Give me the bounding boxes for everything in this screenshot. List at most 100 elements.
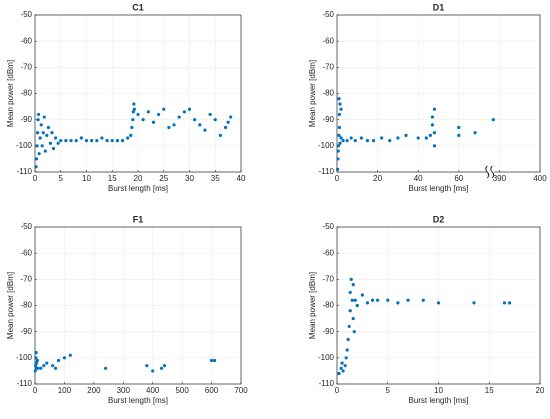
scatter-point <box>42 115 46 119</box>
y-tick-label: -90 <box>322 115 334 124</box>
scatter-point <box>338 102 342 106</box>
scatter-point <box>34 356 38 360</box>
x-tick-label: 40 <box>414 174 423 183</box>
scatter-point <box>33 369 37 373</box>
scatter-point <box>388 139 392 143</box>
scatter-point <box>37 112 41 117</box>
y-axis-label: Mean power [dBm] <box>6 60 15 127</box>
scatter-point <box>348 290 352 295</box>
scatter-point <box>380 136 384 140</box>
chart-title: F1 <box>133 214 144 224</box>
x-tick-label: 5 <box>59 174 64 183</box>
scatter-point <box>39 366 43 370</box>
scatter-point <box>424 136 428 140</box>
scatter-point <box>339 107 343 111</box>
scatter-point <box>151 369 155 373</box>
scatter-point <box>59 139 63 143</box>
x-tick-label: 40 <box>237 174 246 183</box>
y-tick-label: -80 <box>20 89 32 98</box>
scatter-point <box>36 366 40 370</box>
x-tick-label: 10 <box>82 174 91 183</box>
scatter-point <box>104 366 108 370</box>
scatter-point <box>34 157 39 161</box>
x-tick-label: 500 <box>175 386 189 395</box>
scatter-point <box>359 136 363 140</box>
scatter-point <box>51 364 55 368</box>
scatter-point <box>351 316 355 321</box>
scatter-point <box>337 133 341 137</box>
y-tick-label: -90 <box>20 327 32 336</box>
scatter-point <box>428 133 432 137</box>
scatter-point <box>43 149 47 153</box>
scatter-point <box>136 112 140 117</box>
scatter-point <box>42 364 46 368</box>
scatter-point <box>182 110 186 114</box>
scatter-point <box>54 366 58 370</box>
scatter-point <box>345 348 349 352</box>
y-tick-label: -60 <box>20 248 32 257</box>
x-tick-label: 700 <box>234 386 248 395</box>
scatter-point <box>457 133 461 137</box>
x-tick-label: 20 <box>134 174 143 183</box>
scatter-point <box>187 107 192 111</box>
scatter-point <box>64 139 68 143</box>
scatter-point <box>145 364 149 368</box>
scatter-point <box>198 123 202 127</box>
scatter-point <box>54 136 58 140</box>
x-tick-label: 25 <box>159 174 168 183</box>
x-axis-label: Burst length [ms] <box>408 396 468 405</box>
axis-break <box>485 165 495 179</box>
scatter-point <box>34 361 39 365</box>
scatter-point <box>341 369 345 373</box>
scatter-point <box>339 136 343 140</box>
scatter-point <box>337 112 342 117</box>
y-tick-label: -70 <box>322 62 334 71</box>
x-tick-label: 300 <box>117 386 131 395</box>
scatter-point <box>36 118 40 122</box>
scatter-point <box>473 131 477 135</box>
y-tick-label: -60 <box>322 36 334 45</box>
scatter-point <box>40 144 44 148</box>
y-tick-label: -90 <box>322 327 334 336</box>
x-tick-label: 35 <box>211 174 220 183</box>
y-tick-label: -70 <box>322 274 334 283</box>
y-axis-label: Mean power [dBm] <box>308 60 317 127</box>
scatter-point <box>365 301 370 305</box>
y-tick-label: -80 <box>20 301 32 310</box>
scatter-point <box>416 136 420 140</box>
scatter-point <box>386 298 390 302</box>
plot-area <box>337 15 540 172</box>
scatter-point <box>339 366 343 370</box>
scatter-point <box>162 364 167 368</box>
scatter-point <box>74 139 78 143</box>
scatter-point <box>51 146 56 151</box>
y-tick-label: -50 <box>20 10 32 19</box>
scatter-point <box>432 131 437 135</box>
scatter-point <box>141 118 145 122</box>
scatter-point <box>430 123 435 127</box>
scatter-point <box>353 298 357 302</box>
scatter-point <box>345 139 349 143</box>
x-tick-label: 390 <box>493 174 507 183</box>
axes-box <box>34 14 242 173</box>
scatter-point <box>432 107 437 111</box>
scatter-point <box>37 152 41 156</box>
scatter-point <box>349 136 353 140</box>
x-tick-label: 20 <box>536 386 545 395</box>
y-tick-label: -110 <box>17 167 33 176</box>
x-axis-label: Burst length [ms] <box>408 184 468 193</box>
y-tick-label: -100 <box>16 141 33 150</box>
scatter-point <box>213 118 217 122</box>
scatter-point <box>79 136 83 140</box>
scatter-point <box>336 167 340 171</box>
scatter-point <box>45 133 49 137</box>
scatter-point <box>45 361 49 365</box>
y-tick-label: -110 <box>319 167 335 176</box>
scatter-point <box>159 366 164 370</box>
scatter-point <box>430 115 435 119</box>
scatter-point <box>371 139 376 143</box>
scatter-point <box>56 358 61 363</box>
axis-break-gap <box>486 166 495 178</box>
scatter-point <box>35 358 39 363</box>
x-tick-label: 30 <box>185 174 194 183</box>
